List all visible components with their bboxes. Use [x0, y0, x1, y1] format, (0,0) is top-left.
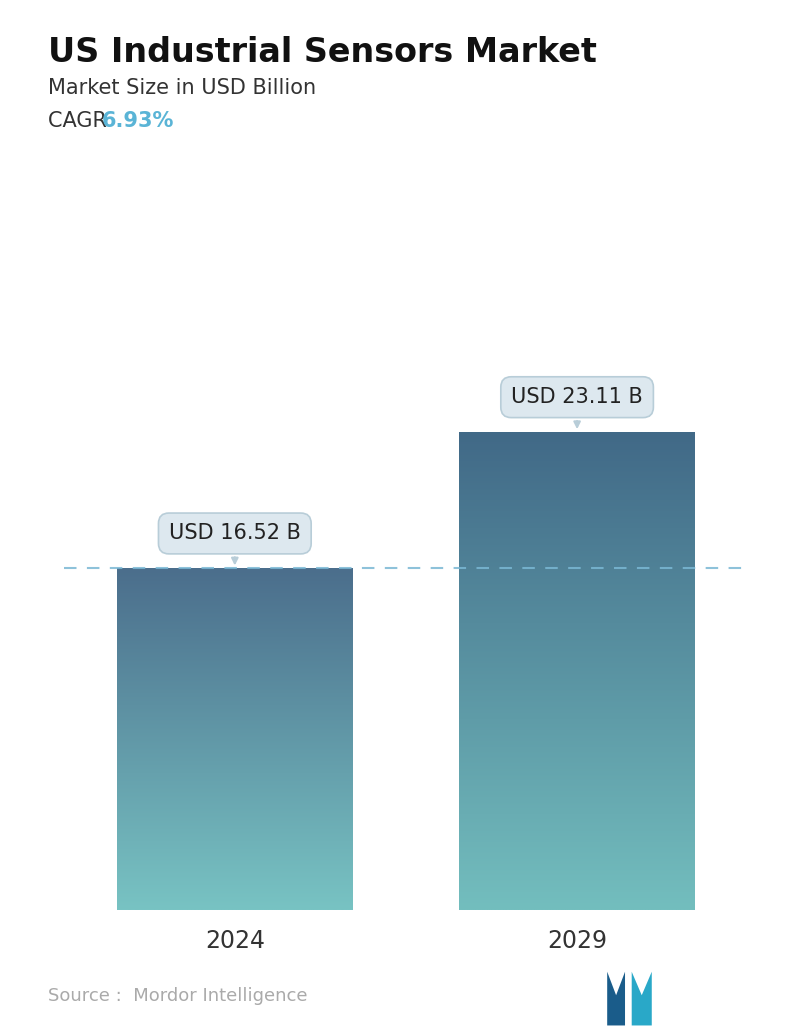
Text: CAGR: CAGR [48, 111, 113, 130]
Text: Source :  Mordor Intelligence: Source : Mordor Intelligence [48, 987, 307, 1005]
Text: USD 23.11 B: USD 23.11 B [511, 387, 643, 427]
Text: US Industrial Sensors Market: US Industrial Sensors Market [48, 36, 597, 69]
Polygon shape [632, 972, 652, 1026]
Polygon shape [607, 972, 625, 1026]
Text: Market Size in USD Billion: Market Size in USD Billion [48, 78, 316, 97]
Text: 6.93%: 6.93% [102, 111, 174, 130]
Text: USD 16.52 B: USD 16.52 B [169, 523, 301, 564]
